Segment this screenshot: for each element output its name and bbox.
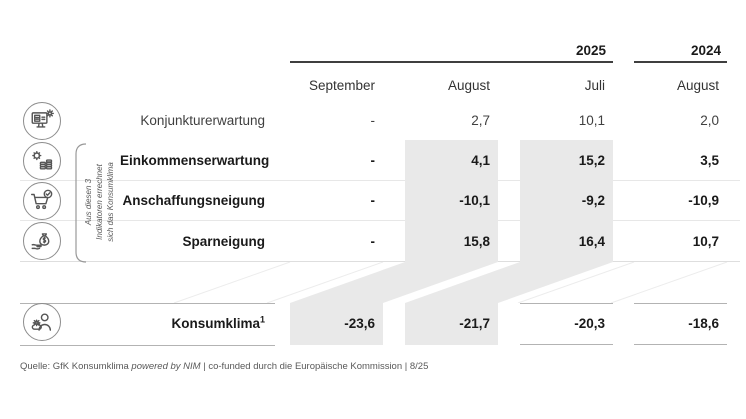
row-separator: [20, 180, 740, 181]
footnote-marker: 1: [259, 314, 265, 325]
row-label-konjunkturerwartung: Konjunkturerwartung: [140, 113, 265, 128]
summary-cell-august-2024: [634, 303, 727, 345]
value-anschaffungsneigung-juli: -9,2: [581, 193, 605, 208]
month-header-august-2025: August: [447, 78, 490, 93]
value-sparneigung-august-2024: 10,7: [692, 234, 719, 249]
source-note: Quelle: GfK Konsumklima powered by NIM |…: [20, 361, 720, 372]
source-suffix: | co-funded durch die Europäische Kommis…: [200, 361, 429, 372]
value-konsumklima-august-2024: -18,6: [688, 316, 719, 331]
consumer-climate-icon: [23, 303, 61, 341]
value-einkommenserwartung-august-2024: 3,5: [700, 153, 719, 168]
row-separator: [20, 220, 740, 221]
value-anschaffungsneigung-august-2024: -10,9: [688, 193, 719, 208]
year-underline-2025: [290, 61, 613, 63]
value-konsumklima-juli: -20,3: [574, 316, 605, 331]
value-konjunkturerwartung-juli: 10,1: [578, 113, 605, 128]
value-konsumklima-september: -23,6: [344, 316, 375, 331]
row-separator: [20, 261, 740, 262]
highlight-band-juli: [520, 140, 613, 262]
saving-propensity-icon: [23, 222, 61, 260]
value-einkommenserwartung-september: -: [370, 153, 376, 168]
source-italic: powered by NIM: [131, 361, 201, 372]
row-label-sparneigung: Sparneigung: [182, 234, 265, 249]
value-einkommenserwartung-august: 4,1: [471, 153, 490, 168]
row-label-konsumklima: Konsumklima1: [171, 314, 265, 331]
year-header-2025: 2025: [575, 43, 606, 58]
month-header-august-2024: August: [676, 78, 719, 93]
value-anschaffungsneigung-august: -10,1: [459, 193, 490, 208]
year-header-2024: 2024: [690, 43, 721, 58]
value-konsumklima-august: -21,7: [459, 316, 490, 331]
month-shift-funnel: [173, 262, 728, 303]
highlight-band-august: [405, 140, 498, 262]
value-konjunkturerwartung-september: -: [370, 113, 376, 128]
value-konjunkturerwartung-august: 2,7: [471, 113, 490, 128]
summary-cell-juli: [520, 303, 613, 345]
month-header-september: September: [308, 78, 375, 93]
month-header-juli: Juli: [584, 78, 605, 93]
summary-row-bottom-rule: [20, 345, 275, 346]
value-sparneigung-juli: 16,4: [578, 234, 605, 249]
brace-annotation: Aus diesen 3 Indikatoren errechnet sich …: [84, 162, 115, 242]
source-prefix: Quelle: GfK Konsumklima: [20, 361, 132, 372]
summary-row-top-rule: [20, 303, 275, 304]
value-sparneigung-august: 15,8: [463, 234, 490, 249]
purchase-propensity-icon: [23, 182, 61, 220]
value-anschaffungsneigung-september: -: [370, 193, 376, 208]
value-einkommenserwartung-juli: 15,2: [578, 153, 605, 168]
row-label-einkommenserwartung: Einkommenserwartung: [120, 153, 270, 168]
grouping-brace: [75, 143, 87, 263]
income-expectation-icon: [23, 142, 61, 180]
year-underline-2024: [634, 61, 727, 63]
economy-outlook-icon: [23, 102, 61, 140]
row-label-anschaffungsneigung: Anschaffungsneigung: [122, 193, 266, 208]
value-konjunkturerwartung-august-2024: 2,0: [700, 113, 719, 128]
summary-cell-september: [290, 303, 383, 345]
summary-cell-august: [405, 303, 498, 345]
value-sparneigung-september: -: [370, 234, 376, 249]
